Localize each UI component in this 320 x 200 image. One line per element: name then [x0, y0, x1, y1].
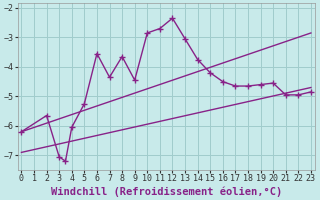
X-axis label: Windchill (Refroidissement éolien,°C): Windchill (Refroidissement éolien,°C): [51, 186, 282, 197]
